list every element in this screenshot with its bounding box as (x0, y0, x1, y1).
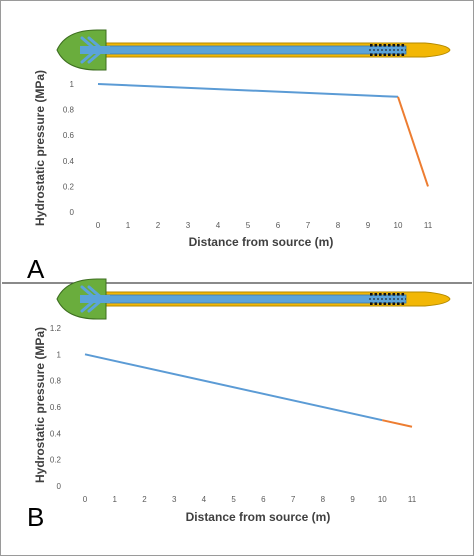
x-tick-label: 2 (142, 495, 147, 504)
x-tick-label: 7 (306, 221, 311, 230)
perforation-hole (379, 53, 382, 56)
inner-pipe-b (79, 294, 407, 304)
y-tick-label: 1.2 (50, 324, 62, 333)
panel-label-a: A (27, 254, 45, 284)
x-tick-label: 0 (83, 495, 88, 504)
perforation-hole (370, 302, 373, 305)
perforation-hole (397, 44, 400, 47)
perforation-hole (388, 44, 391, 47)
series-line-main-a (97, 83, 399, 98)
y-tick-label: 0.2 (63, 182, 75, 191)
x-tick-label: 10 (394, 221, 403, 230)
x-tick-label: 2 (156, 221, 161, 230)
y-tick-label: 0 (57, 482, 62, 491)
y-tick-label: 0.6 (50, 403, 62, 412)
x-tick-label: 5 (231, 495, 236, 504)
y-tick-label: 0.2 (50, 456, 62, 465)
perforation-hole (374, 302, 378, 305)
perforation-hole (383, 293, 387, 296)
perforation-hole (388, 302, 391, 305)
series-line-tip-a (397, 96, 429, 187)
perforation-hole (401, 293, 405, 296)
perforation-hole (374, 53, 378, 56)
perforation-hole (379, 293, 382, 296)
y-tick-label: 0.4 (50, 429, 62, 438)
x-tick-label: 8 (336, 221, 341, 230)
perforation-hole (370, 293, 373, 296)
y-tick-label: 0.8 (63, 106, 75, 115)
perforated-segment-b (369, 293, 406, 305)
chart-b: 0 1 2 3 4 5 6 7 8 9 10 11 0 0.2 0.4 0.6 0.8 1 1.2 (50, 324, 417, 504)
perforation-hole (392, 293, 396, 296)
y-axis-title-b: Hydrostatic pressure (MPa) (33, 327, 47, 483)
x-tick-label: 1 (126, 221, 131, 230)
x-tick-label: 8 (321, 495, 326, 504)
inner-pipe-a (79, 45, 407, 55)
x-tick-label: 10 (378, 495, 387, 504)
perforation-hole (392, 44, 396, 47)
root-schematic-b (56, 278, 451, 320)
panel-b: 0 1 2 3 4 5 6 7 8 9 10 11 0 0.2 0.4 0.6 0.8 1 1.2 Hydrosta… (27, 278, 451, 532)
x-tick-label: 4 (202, 495, 207, 504)
y-axis-title-a: Hydrostatic pressure (MPa) (33, 70, 47, 226)
x-tick-label: 1 (113, 495, 118, 504)
root-schematic-a (56, 29, 451, 71)
x-tick-label: 6 (261, 495, 266, 504)
x-tick-label: 3 (172, 495, 177, 504)
perforation-hole (374, 293, 378, 296)
x-axis-title-b: Distance from source (m) (186, 510, 331, 524)
y-tick-label: 0.8 (50, 377, 62, 386)
x-tick-label: 11 (408, 495, 417, 504)
x-tick-label: 11 (424, 221, 433, 230)
perforated-segment-a (369, 44, 406, 56)
perforation-hole (379, 302, 382, 305)
perforation-hole (383, 302, 387, 305)
perforation-hole (370, 53, 373, 56)
y-tick-label: 1 (70, 80, 75, 89)
x-tick-label: 3 (186, 221, 191, 230)
series-line-tip-b (382, 419, 413, 428)
leaf-pipe-a (80, 46, 110, 54)
perforation-hole (383, 44, 387, 47)
x-tick-label: 5 (246, 221, 251, 230)
perforation-hole (392, 302, 396, 305)
perforation-hole (401, 302, 405, 305)
perforation-hole (383, 53, 387, 56)
chart-a: 0 1 2 3 4 5 6 7 8 9 10 11 0 0.2 0.4 0.6 0.8 1 (63, 80, 433, 230)
perforation-hole (397, 293, 400, 296)
x-tick-label: 9 (366, 221, 371, 230)
perforation-hole (401, 44, 405, 47)
y-tick-label: 1 (57, 350, 62, 359)
series-line-main-b (84, 353, 383, 422)
leaf-pipe-b (80, 295, 110, 303)
x-tick-label: 7 (291, 495, 296, 504)
perforation-hole (392, 53, 396, 56)
perforation-hole (379, 44, 382, 47)
x-tick-label: 9 (350, 495, 355, 504)
x-tick-label: 0 (96, 221, 101, 230)
perforation-hole (370, 44, 373, 47)
x-axis-title-a: Distance from source (m) (189, 235, 334, 249)
perforation-hole (388, 293, 391, 296)
x-tick-label: 6 (276, 221, 281, 230)
perforation-hole (401, 53, 405, 56)
perforation-hole (374, 44, 378, 47)
y-tick-label: 0.6 (63, 131, 75, 140)
panel-a: 0 1 2 3 4 5 6 7 8 9 10 11 0 0.2 0.4 0.6 0.8 1 Hydrostatic… (27, 29, 451, 284)
perforation-hole (397, 53, 400, 56)
x-tick-label: 4 (216, 221, 221, 230)
perforation-hole (397, 302, 400, 305)
y-tick-label: 0.4 (63, 157, 75, 166)
perforation-hole (388, 53, 391, 56)
y-tick-label: 0 (70, 208, 75, 217)
panel-label-b: B (27, 502, 44, 532)
